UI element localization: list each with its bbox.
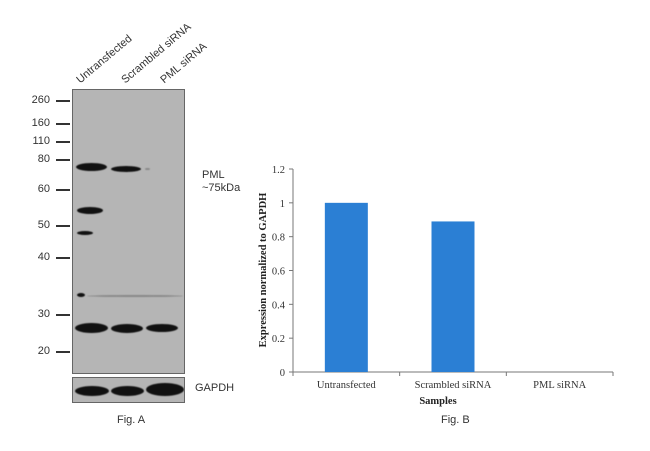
mw-marker-tick [56, 257, 70, 259]
x-tick-label: PML siRNA [533, 380, 586, 391]
mw-marker-label: 50 [37, 219, 50, 231]
mw-marker-tick [56, 100, 70, 102]
band-untransfected-55kda [77, 207, 103, 214]
band-pml-knockdown [145, 168, 150, 170]
mw-marker-tick [56, 351, 70, 353]
band-gapdh-scrambled [111, 386, 144, 396]
mw-marker-label: 260 [31, 94, 50, 106]
band-pml-scrambled [111, 166, 141, 172]
bars [324, 202, 475, 372]
fig-a-caption: Fig. A [117, 414, 146, 426]
band-27kda-pml-sirna [146, 324, 178, 332]
mw-marker-label: 30 [37, 308, 50, 320]
target-label: PML ~75kDa [202, 169, 240, 195]
bar-scrambled-sirna [431, 221, 475, 372]
band-gapdh-pml-sirna [146, 383, 184, 396]
mw-marker-label: 40 [37, 251, 50, 263]
x-tick-label: Scrambled siRNA [415, 380, 492, 391]
band-faint-35kda [87, 295, 183, 297]
mw-marker-tick [56, 189, 70, 191]
mw-marker-tick [56, 159, 70, 161]
band-gapdh-untransfected [75, 386, 109, 396]
band-untransfected-47kda [77, 231, 93, 235]
band-27kda-untransfected [75, 323, 108, 333]
y-tick-label: 0.6 [272, 267, 285, 278]
x-tick-label: Untransfected [317, 380, 377, 391]
mw-marker-label: 110 [32, 135, 50, 147]
mw-marker-tick [56, 123, 70, 125]
y-tick-label: 0 [280, 368, 285, 379]
mw-marker-label: 160 [31, 117, 50, 129]
y-tick-label: 0.4 [272, 300, 286, 311]
x-tick-labels: Untransfected Scrambled siRNA PML siRNA [317, 380, 587, 391]
band-27kda-scrambled [111, 324, 143, 333]
target-size: ~75kDa [202, 182, 241, 194]
mw-marker-label: 60 [37, 183, 50, 195]
y-tick-label: 1 [280, 199, 285, 210]
band-pml-untransfected [76, 163, 107, 171]
band-untransfected-35kda [77, 293, 85, 297]
target-name: PML [202, 169, 225, 181]
x-axis-label: Samples [419, 396, 456, 407]
y-tick-label: 0.2 [272, 334, 285, 345]
mw-marker-tick [56, 141, 70, 143]
y-tick-label: 0.8 [272, 233, 285, 244]
fig-b-caption: Fig. B [441, 414, 470, 426]
gapdh-blot-panel [72, 377, 185, 403]
loading-control-label: GAPDH [195, 382, 235, 394]
y-tick-label: 1.2 [272, 165, 285, 176]
y-axis-label: Expression normalized to GAPDH [258, 193, 269, 348]
mw-marker-label: 80 [37, 153, 50, 165]
mw-marker-label: 20 [37, 345, 50, 357]
mw-marker-tick [56, 225, 70, 227]
mw-marker-tick [56, 314, 70, 316]
y-tick-labels: 0 0.2 0.4 0.6 0.8 1 1.2 [272, 165, 286, 379]
bar-untransfected [324, 202, 368, 372]
pml-blot-panel [72, 89, 185, 374]
